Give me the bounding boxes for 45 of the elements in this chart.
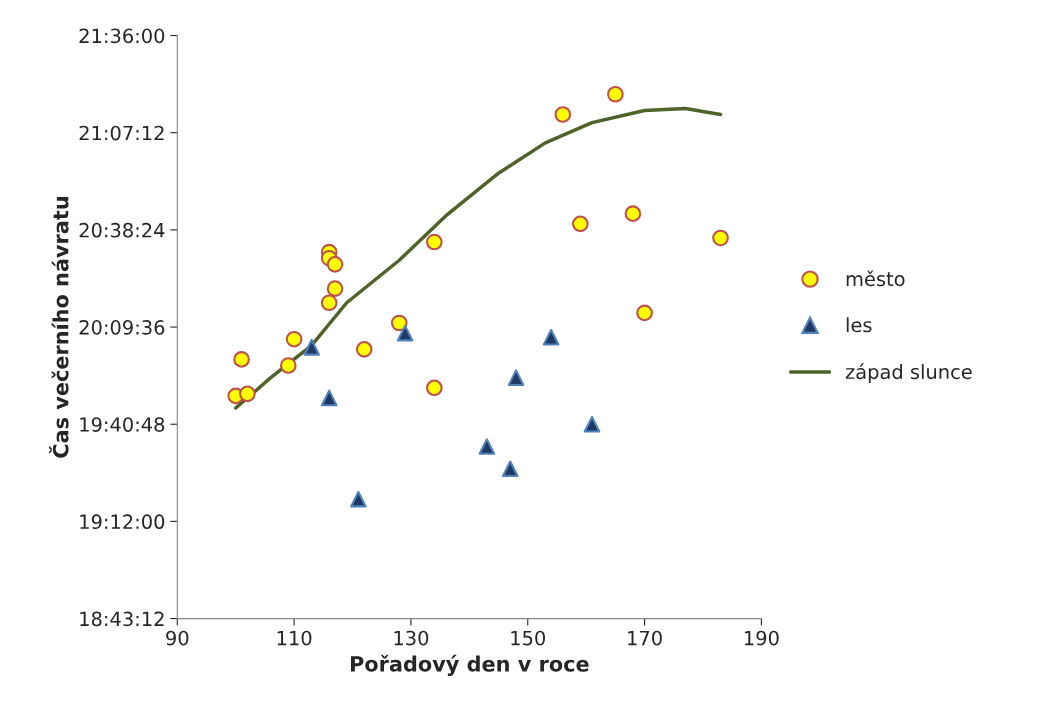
point	[501, 460, 519, 478]
point	[542, 328, 560, 346]
x-tick-label: 190	[744, 630, 779, 646]
point	[390, 314, 408, 332]
y-tick-label: 21:07:12	[79, 125, 164, 141]
point	[396, 324, 414, 342]
point	[572, 215, 589, 233]
point	[320, 294, 338, 312]
legend-label: les	[846, 317, 872, 333]
point	[425, 233, 443, 251]
point	[425, 379, 443, 397]
x-tick-label: 90	[166, 630, 189, 646]
y-tick-label: 19:40:48	[80, 417, 165, 432]
y-axis-title: Čas večerního návratu	[49, 197, 69, 458]
x-axis-title: Pořadový den v roce	[350, 654, 589, 676]
x-tick-label: 130	[394, 630, 429, 646]
point	[326, 280, 344, 297]
point	[507, 369, 525, 386]
point	[320, 389, 338, 407]
point	[326, 255, 344, 273]
point	[239, 385, 256, 403]
point	[607, 85, 624, 103]
y-tick-label: 20:09:36	[79, 320, 165, 335]
y-tick-label: 18:43:12	[80, 611, 164, 627]
x-tick-label: 170	[628, 630, 662, 646]
y-tick-label: 19:12:00	[80, 514, 165, 530]
point	[285, 330, 303, 348]
x-tick-label: 110	[277, 630, 312, 646]
point	[712, 229, 729, 247]
legend-label: západ slunce	[845, 363, 972, 383]
y-tick-label: 21:36:00	[79, 28, 165, 44]
point	[233, 351, 250, 368]
point	[478, 438, 496, 455]
point	[636, 304, 653, 322]
y-tick-label: 20:38:24	[79, 222, 165, 238]
line-series	[233, 106, 723, 410]
point	[624, 205, 642, 223]
x-tick-label: 150	[511, 630, 546, 646]
point	[303, 338, 320, 356]
legend-label: město	[846, 270, 905, 287]
point	[279, 357, 297, 374]
point	[583, 415, 601, 433]
point	[355, 341, 373, 358]
point	[554, 106, 572, 123]
point	[350, 490, 367, 508]
